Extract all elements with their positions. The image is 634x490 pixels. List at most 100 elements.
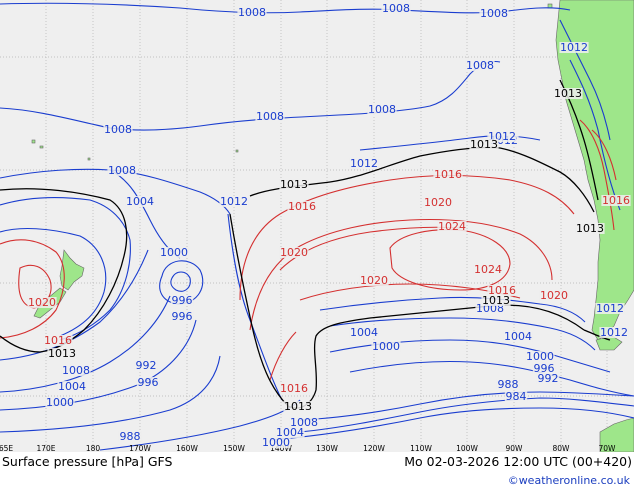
- isobar-label-background: [261, 437, 291, 448]
- isobar-label-blue: 1004: [58, 380, 86, 393]
- isobar-label-background: [237, 7, 267, 18]
- isobar-label-red: 1024: [438, 220, 466, 233]
- isobar-label-background: [219, 196, 249, 207]
- low-pressure-isobars: [0, 2, 634, 451]
- isobar-label-blue: 1004: [276, 426, 304, 439]
- isobar-label-blue: 1004: [350, 326, 378, 339]
- isobar-label-black: 1013: [470, 138, 498, 151]
- isobar-label-background: [481, 295, 511, 306]
- isobar-label-red: 1016: [44, 334, 72, 347]
- isobar-label-background: [475, 303, 505, 314]
- isobar-label-red: 1016: [488, 284, 516, 297]
- isobar-label-background: [473, 264, 503, 275]
- isobar-label-blue: 1008: [62, 364, 90, 377]
- isobar-label-blue: 1008: [238, 6, 266, 19]
- isobar-label-black: 1013: [48, 347, 76, 360]
- isobar-label-background: [367, 104, 397, 115]
- longitude-tick-label: 160W: [176, 444, 198, 452]
- isobar-label-blue: 988: [120, 430, 141, 443]
- longitude-tick-label: 170W: [129, 444, 151, 452]
- isobar-label-blue: 1000: [262, 436, 290, 449]
- isobar-label-background: [487, 131, 517, 142]
- isobar-label-blue: 996: [172, 310, 193, 323]
- isobar-label-background: [496, 379, 520, 390]
- longitude-tick-label: 110W: [410, 444, 432, 452]
- isobar-label-blue: 1008: [290, 416, 318, 429]
- isobar-label-background: [136, 377, 160, 388]
- isobar-label-background: [255, 111, 285, 122]
- isobar-label-blue: 1008: [466, 59, 494, 72]
- isobar-label-black: 1013: [554, 87, 582, 100]
- isobar-label-background: [437, 221, 467, 232]
- isobar-label-blue: 992: [538, 372, 559, 385]
- isobar-label-blue: 1012: [560, 41, 588, 54]
- longitude-tick-label: 65E: [0, 444, 13, 452]
- isobar-label-background: [503, 331, 533, 342]
- isobar-label-background: [433, 169, 463, 180]
- isobar-label-black: 1013: [576, 222, 604, 235]
- isobar-label-red: 1020: [424, 196, 452, 209]
- isobar-label-background: [423, 197, 453, 208]
- isobar-label-red: 1016: [280, 382, 308, 395]
- isobar-label-red: 1024: [474, 263, 502, 276]
- isobar-label-black: 1013: [482, 294, 510, 307]
- isobar-label-background: [595, 303, 625, 314]
- isobar-label-background: [279, 179, 309, 190]
- isobar-label-background: [479, 8, 509, 19]
- isobar-label-red: 1016: [434, 168, 462, 181]
- isobar-label-background: [287, 201, 317, 212]
- isobar-label-background: [559, 42, 589, 53]
- isobar-label-red: 1020: [280, 246, 308, 259]
- isobar-label-background: [279, 247, 309, 258]
- longitude-tick-label: 120W: [363, 444, 385, 452]
- south-america: [555, 0, 634, 341]
- isobar-label-blue: 1008: [480, 7, 508, 20]
- isobar-label-black: 1013: [280, 178, 308, 191]
- longitude-tick-label: 90W: [506, 444, 524, 452]
- isobar-label-blue: 1008: [256, 110, 284, 123]
- longitude-tick-label: 170E: [36, 444, 55, 452]
- longitude-tick-label: 130W: [316, 444, 338, 452]
- isobar-label-red: 1016: [602, 194, 630, 207]
- isobar-label-blue: 1008: [382, 2, 410, 15]
- credit-link[interactable]: ©weatheronline.co.uk: [507, 474, 630, 487]
- surface-pressure-map: 65E170E180170W160W150W140W130W120W110W10…: [0, 0, 634, 452]
- isobar-label-black: 1013: [284, 400, 312, 413]
- isobar-label-blue: 996: [138, 376, 159, 389]
- isobar-label-blue: 1012: [600, 326, 628, 339]
- ocean-background: [0, 0, 634, 452]
- isobar-label-blue: 1008: [104, 123, 132, 136]
- longitude-tick-label: 180: [86, 444, 101, 452]
- longitude-tick-label: 100W: [456, 444, 478, 452]
- isobar-label-blue: 1008: [368, 103, 396, 116]
- isobar-label-blue: 1004: [504, 330, 532, 343]
- isobar-label-background: [349, 158, 379, 169]
- isobar-label-blue: 988: [498, 378, 519, 391]
- isobar-label-blue: 996: [534, 362, 555, 375]
- isobar-label-background: [539, 290, 569, 301]
- isobar-label-red: 1020: [28, 296, 56, 309]
- isobar-label-background: [103, 124, 133, 135]
- isobar-label-blue: 1012: [350, 157, 378, 170]
- longitude-tick-label: 150W: [223, 444, 245, 452]
- isobar-label-background: [381, 3, 411, 14]
- isobar-label-background: [283, 401, 313, 412]
- isobar-label-background: [575, 223, 605, 234]
- isobar-label-blue: 1000: [46, 396, 74, 409]
- isobar-label-background: [107, 165, 137, 176]
- isobar-label-background: [536, 373, 560, 384]
- isobar-label-blue: 1000: [372, 340, 400, 353]
- footer-bar: [0, 452, 634, 490]
- longitude-tick-label: 80W: [553, 444, 571, 452]
- isobar-label-background: [469, 139, 499, 150]
- map-title: Surface pressure [hPa] GFS: [2, 454, 173, 469]
- isobar-label-background: [45, 397, 75, 408]
- isobar-label-background: [465, 60, 495, 71]
- isobar-label-blue: 1008: [108, 164, 136, 177]
- isobar-label-background: [170, 295, 194, 306]
- isobar-label-background: [47, 348, 77, 359]
- isobar-label-background: [525, 351, 555, 362]
- isobar-label-background: [504, 391, 528, 402]
- isobar-label-red: 1020: [360, 274, 388, 287]
